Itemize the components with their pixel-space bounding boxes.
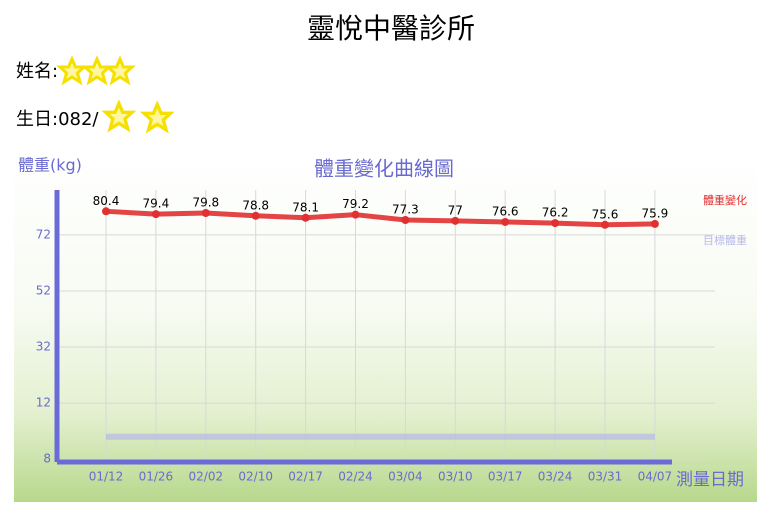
x-tick-label: 03/10 — [438, 470, 473, 484]
chart-background — [14, 153, 757, 502]
data-label: 79.2 — [342, 197, 369, 211]
x-tick-label: 01/26 — [139, 470, 174, 484]
page-title: 靈悅中醫診所 — [307, 12, 475, 45]
plot: 8 12 32 52 72 01/12 01/26 02/02 02/10 02/17 02/24 0… — [36, 190, 747, 484]
data-point — [301, 213, 310, 222]
data-label: 75.9 — [642, 206, 669, 220]
data-point — [451, 216, 460, 225]
data-label: 75.6 — [592, 207, 619, 221]
data-point — [251, 211, 260, 220]
x-tick-label: 03/31 — [588, 470, 623, 484]
name-label: 姓名: — [16, 61, 58, 82]
y-tick-label: 12 — [36, 396, 51, 410]
y-axis-label: 體重(kg) — [18, 156, 82, 175]
data-label: 79.8 — [192, 195, 219, 209]
data-point — [501, 217, 510, 226]
masked-birthday — [104, 101, 173, 132]
data-point — [151, 210, 160, 219]
data-point — [601, 220, 609, 229]
y-tick-label: 52 — [36, 283, 51, 297]
y-tick-label: 8 — [43, 452, 51, 466]
data-label: 80.4 — [93, 194, 120, 208]
x-tick-label: 02/02 — [189, 470, 224, 484]
data-label: 76.2 — [542, 206, 569, 220]
series-line — [105, 208, 655, 228]
data-label: 79.4 — [143, 197, 170, 211]
x-tick-label: 03/04 — [388, 470, 423, 484]
data-point — [201, 208, 210, 217]
data-label: 78.8 — [242, 198, 269, 212]
data-label: 76.6 — [492, 204, 519, 218]
masked-name — [58, 57, 134, 84]
data-point — [551, 219, 560, 228]
x-tick-label: 02/24 — [338, 470, 373, 484]
legend-entry: 體重變化 — [703, 193, 747, 207]
y-tick-label: 72 — [36, 227, 51, 241]
data-label: 77 — [448, 203, 463, 217]
x-tick-label: 02/17 — [288, 470, 323, 484]
data-point — [650, 219, 659, 228]
x-tick-label: 04/07 — [638, 470, 673, 484]
birthday-label: 生日:082/ — [16, 109, 99, 130]
x-tick-label: 02/10 — [238, 470, 273, 484]
x-tick-label: 03/24 — [538, 470, 573, 484]
x-axis-label: 測量日期 — [676, 470, 744, 490]
chart-title: 體重變化曲線圖 — [314, 157, 454, 181]
y-tick-label: 32 — [36, 340, 51, 354]
legend-entry: 目標體重 — [703, 233, 747, 247]
data-label: 77.3 — [392, 203, 419, 217]
x-tick-label: 01/12 — [89, 470, 124, 484]
data-point — [102, 207, 110, 216]
data-label: 78.1 — [292, 200, 319, 214]
data-point — [351, 210, 360, 219]
x-tick-label: 03/17 — [488, 470, 523, 484]
data-point — [401, 216, 410, 225]
